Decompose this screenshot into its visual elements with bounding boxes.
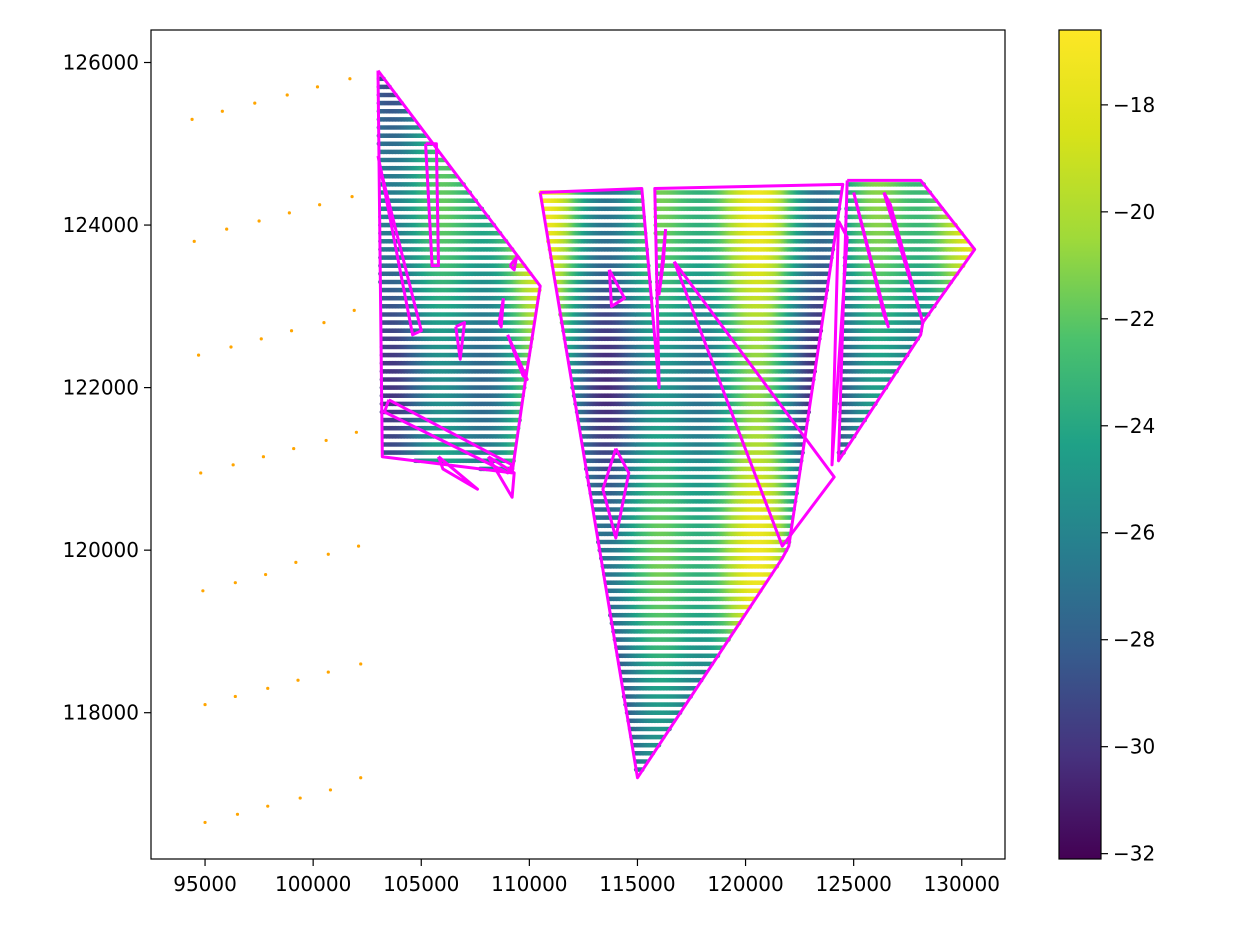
plot-background	[151, 30, 1005, 859]
plot-area: 95000 100000 105000 110000 115000 120000 12500…	[63, 29, 1006, 896]
